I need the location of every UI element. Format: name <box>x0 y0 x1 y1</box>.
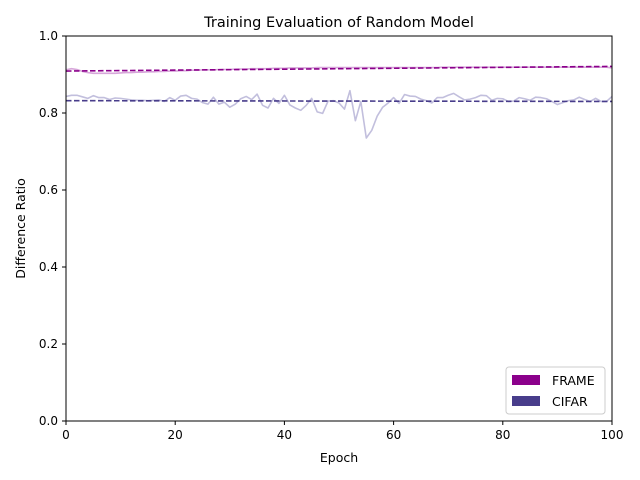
x-tick-label: 80 <box>495 428 510 442</box>
y-tick-label: 0.8 <box>39 106 58 120</box>
y-tick-label: 0.4 <box>39 260 58 274</box>
x-tick-label: 40 <box>277 428 292 442</box>
y-tick-label: 0.6 <box>39 183 58 197</box>
x-tick-label: 20 <box>168 428 183 442</box>
y-tick-label: 1.0 <box>39 29 58 43</box>
y-axis-label: Difference Ratio <box>13 178 28 279</box>
series-line-cifar <box>66 89 612 139</box>
y-tick-label: 0.0 <box>39 414 58 428</box>
legend-label-frame: FRAME <box>552 373 595 388</box>
legend-swatch-frame <box>512 375 540 385</box>
chart-title: Training Evaluation of Random Model <box>203 15 474 31</box>
y-tick-label: 0.2 <box>39 337 58 351</box>
x-axis-label: Epoch <box>320 450 358 465</box>
series-line-frame <box>66 66 612 75</box>
legend-swatch-cifar <box>512 396 540 406</box>
trend-line-frame <box>66 65 612 72</box>
legend: FRAME CIFAR <box>505 366 606 415</box>
legend-label-cifar: CIFAR <box>552 394 588 409</box>
x-tick-label: 0 <box>62 428 70 442</box>
x-tick-label: 100 <box>601 428 624 442</box>
x-tick-label: 60 <box>386 428 401 442</box>
plot-frame <box>65 35 613 422</box>
trend-line-cifar <box>66 99 612 103</box>
